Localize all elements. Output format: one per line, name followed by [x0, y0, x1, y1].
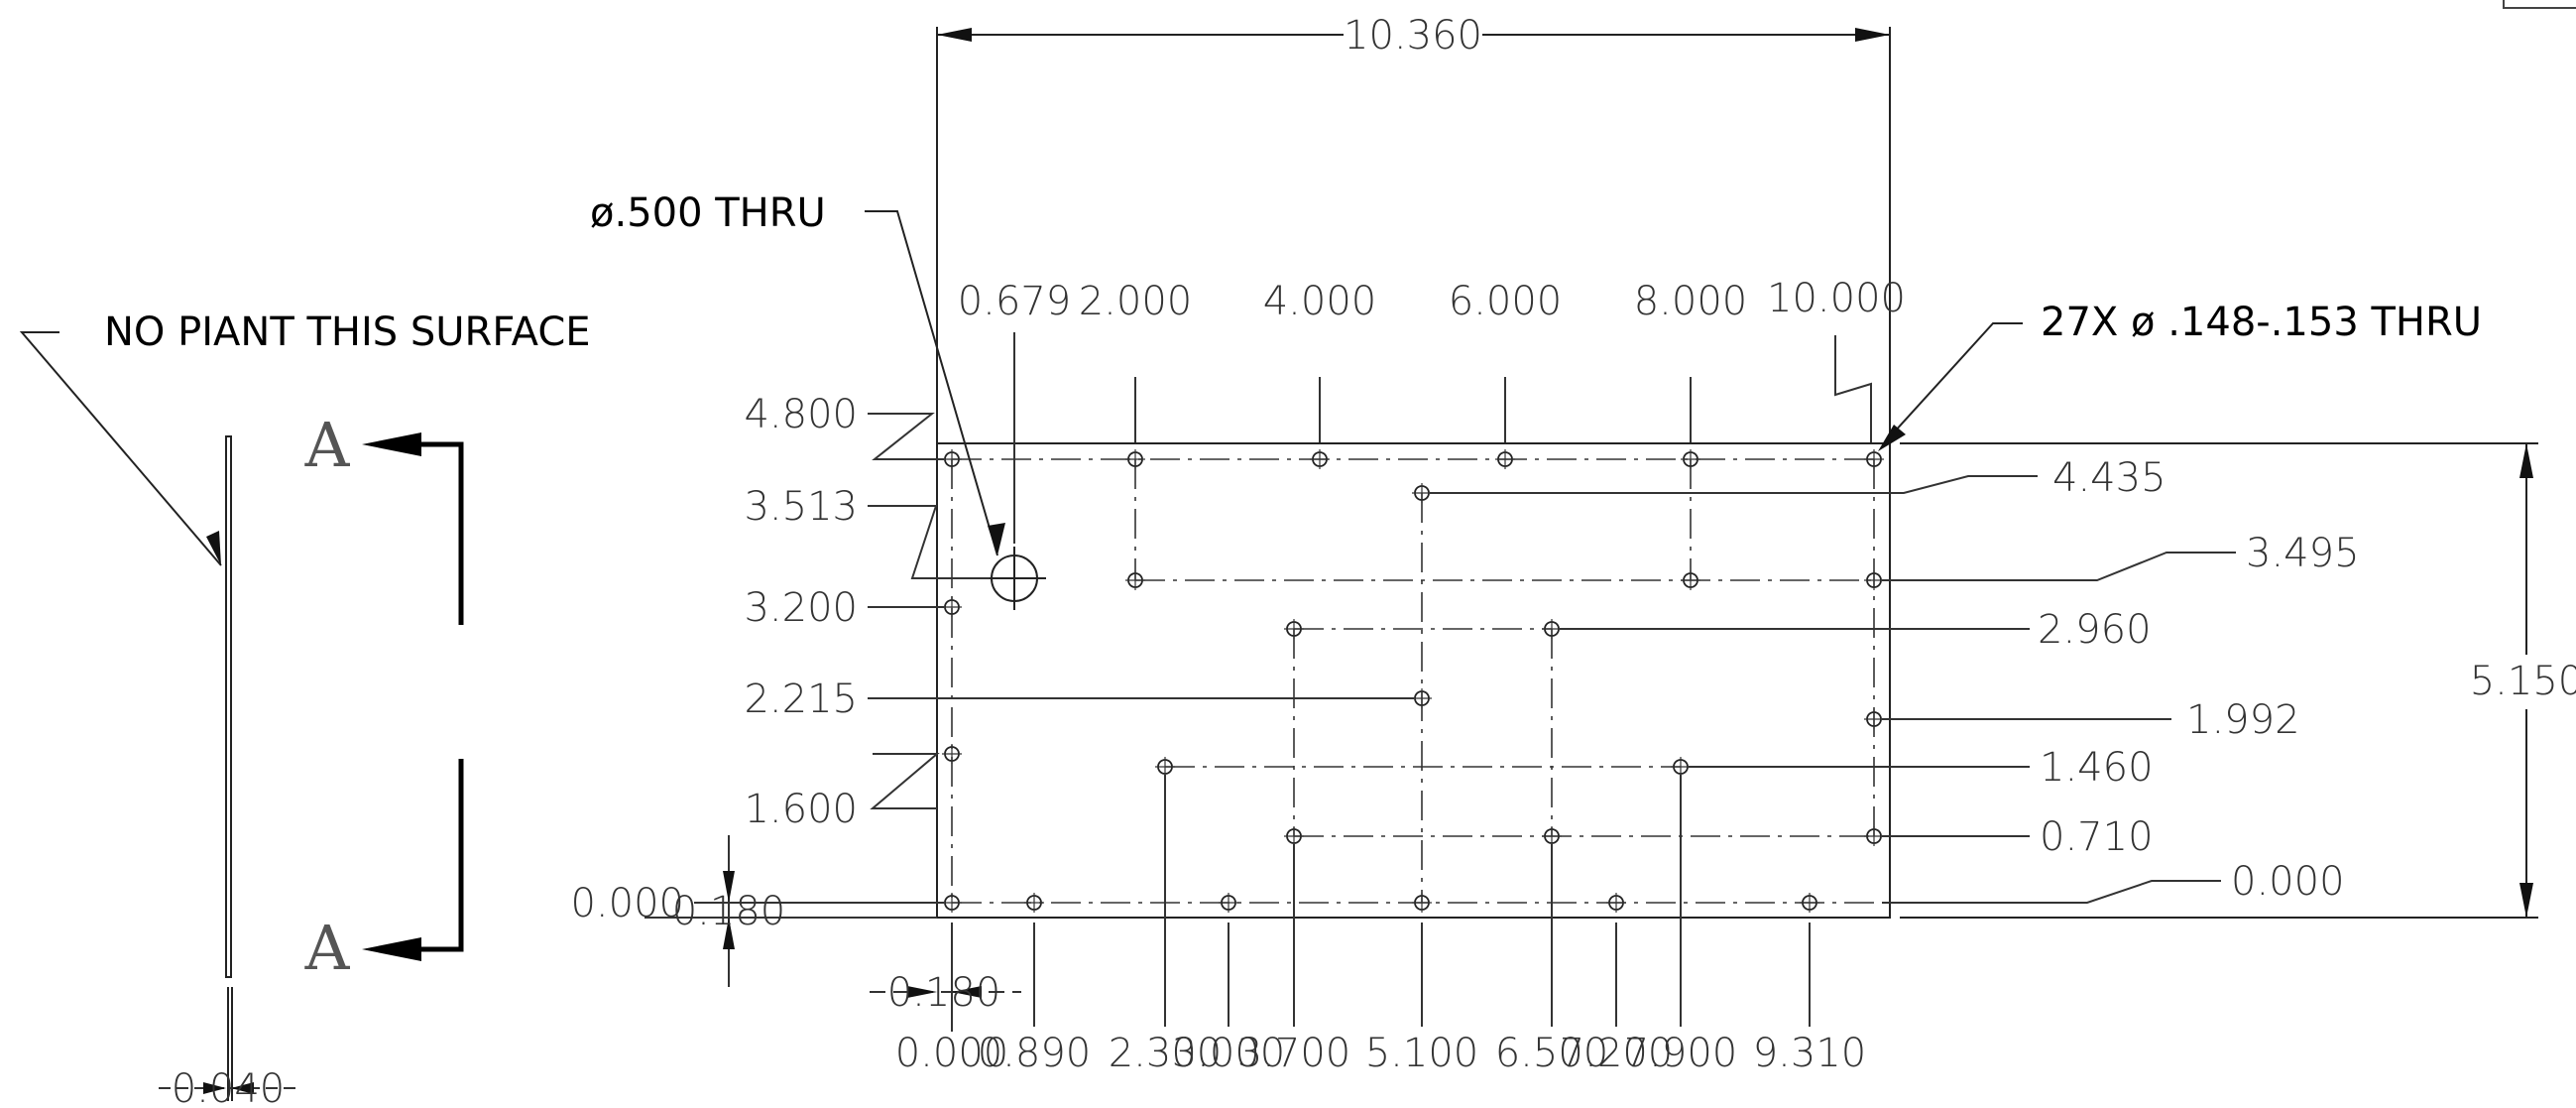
y-dim-right: 0.000	[2231, 859, 2345, 905]
x-dim-bottom: 6.500	[1495, 1031, 1609, 1076]
y-dim-left: 3.513	[744, 484, 858, 530]
x-dim-bottom: 3.000	[1172, 1031, 1286, 1076]
x-dim-bottom: 7.200	[1560, 1031, 1674, 1076]
y-dim-right: 2.960	[2038, 607, 2152, 653]
y-dim-left: 4.800	[744, 392, 858, 437]
section-arrow-bottom	[416, 759, 464, 952]
y-dim-left: 1.600	[744, 787, 858, 832]
x-dim-bottom: 0.890	[978, 1031, 1092, 1076]
y-dim-left: 0.000	[570, 881, 684, 926]
section-letter-top: A	[304, 409, 351, 481]
x-dim-bottom: 2.300	[1109, 1031, 1223, 1076]
large-hole	[983, 547, 1046, 610]
section-arrow-top	[416, 441, 464, 625]
x-dim-bottom: 0.000	[895, 1031, 1009, 1076]
y-dim-left: 3.200	[744, 585, 858, 631]
overall-width-label: 10.360	[1344, 13, 1482, 59]
section-arrowhead-bottom	[362, 937, 421, 961]
left-offset-label: 0.180	[672, 889, 786, 934]
x-dim-bottom: 9.310	[1753, 1031, 1867, 1076]
x-dim-top: 0.679	[958, 279, 1072, 324]
overall-height-label: 5.150	[2470, 659, 2576, 704]
side-view	[225, 435, 233, 1101]
plate-outline	[936, 442, 1891, 919]
x-dim-bottom: 5.100	[1365, 1031, 1479, 1076]
note-big-hole: ø.500 THRU	[590, 190, 826, 236]
section-letter-bottom: A	[304, 912, 351, 984]
note-small-holes: 27X ø .148-.153 THRU	[2041, 300, 2482, 345]
y-dim-right: 3.495	[2246, 531, 2360, 576]
y-dim-right: 4.435	[2052, 455, 2166, 501]
note-no-paint: NO PIANT THIS SURFACE	[104, 309, 591, 355]
y-dim-right: 0.710	[2040, 814, 2154, 860]
x-dim-bottom: 7.900	[1624, 1031, 1738, 1076]
thickness-label: 0.040	[172, 1066, 286, 1108]
corner-box	[2503, 0, 2576, 9]
x-dim-top: 10.000	[1767, 276, 1906, 321]
x-dim-top: 4.000	[1263, 279, 1377, 324]
section-arrowhead-top	[362, 432, 421, 456]
bottom-offset-label: 0.180	[887, 970, 1001, 1016]
x-dim-bottom: 3.700	[1237, 1031, 1351, 1076]
y-dim-left: 2.215	[744, 677, 858, 722]
y-dim-right: 1.460	[2040, 745, 2154, 791]
x-dim-top: 6.000	[1449, 279, 1563, 324]
x-dim-top: 8.000	[1634, 279, 1748, 324]
x-dim-top: 2.000	[1079, 279, 1193, 324]
y-dim-right: 1.992	[2186, 697, 2300, 743]
